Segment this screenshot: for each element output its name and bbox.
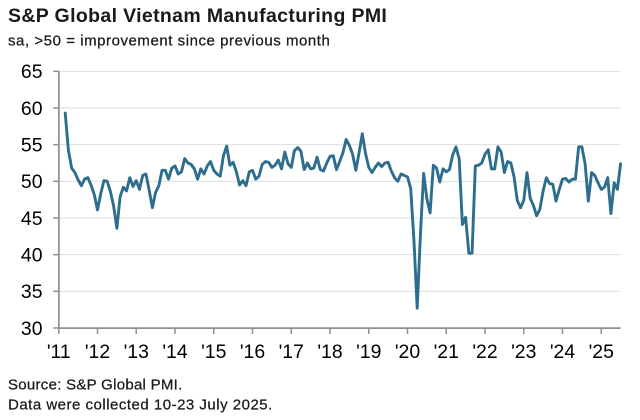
svg-text:'20: '20 <box>395 341 420 363</box>
svg-text:'14: '14 <box>162 341 187 363</box>
svg-text:55: 55 <box>21 135 43 157</box>
svg-text:'13: '13 <box>124 341 149 363</box>
svg-text:'17: '17 <box>279 341 304 363</box>
svg-text:'21: '21 <box>434 341 459 363</box>
svg-text:sa, >50 = improvement since pr: sa, >50 = improvement since previous mon… <box>8 33 330 50</box>
svg-text:S&P Global Vietnam Manufacturi: S&P Global Vietnam Manufacturing PMI <box>8 5 387 27</box>
svg-text:50: 50 <box>21 171 43 193</box>
svg-text:65: 65 <box>21 61 43 83</box>
svg-text:35: 35 <box>21 281 43 303</box>
svg-text:'15: '15 <box>201 341 226 363</box>
svg-text:'11: '11 <box>47 341 71 363</box>
svg-text:40: 40 <box>21 245 43 267</box>
svg-text:30: 30 <box>21 318 43 340</box>
svg-text:'24: '24 <box>550 341 575 363</box>
svg-text:'23: '23 <box>511 341 536 363</box>
svg-text:Source: S&P Global PMI.: Source: S&P Global PMI. <box>8 377 183 394</box>
svg-text:'18: '18 <box>317 341 342 363</box>
svg-text:'16: '16 <box>240 341 265 363</box>
svg-text:'12: '12 <box>85 341 110 363</box>
svg-text:45: 45 <box>21 208 43 230</box>
svg-text:60: 60 <box>21 98 43 120</box>
svg-text:'19: '19 <box>356 341 381 363</box>
svg-text:'25: '25 <box>589 341 614 363</box>
svg-text:Data were collected 10-23 July: Data were collected 10-23 July 2025. <box>8 397 273 414</box>
svg-text:'22: '22 <box>472 341 497 363</box>
